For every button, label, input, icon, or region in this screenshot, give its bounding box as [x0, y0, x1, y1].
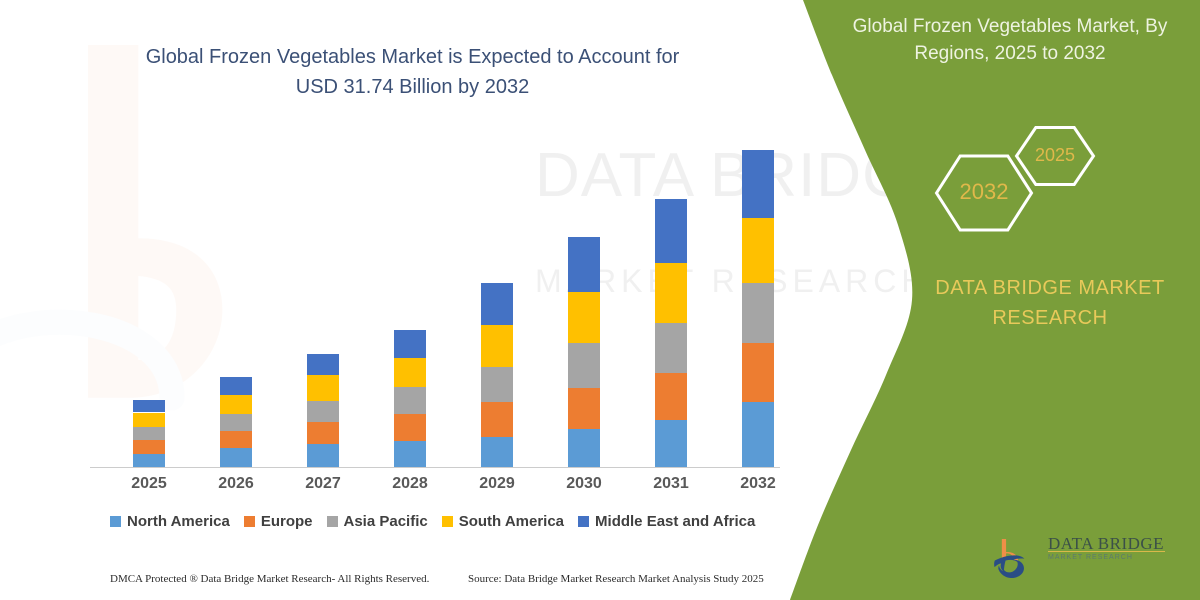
- svg-text:2032: 2032: [960, 179, 1009, 204]
- svg-text:2025: 2025: [1035, 145, 1075, 165]
